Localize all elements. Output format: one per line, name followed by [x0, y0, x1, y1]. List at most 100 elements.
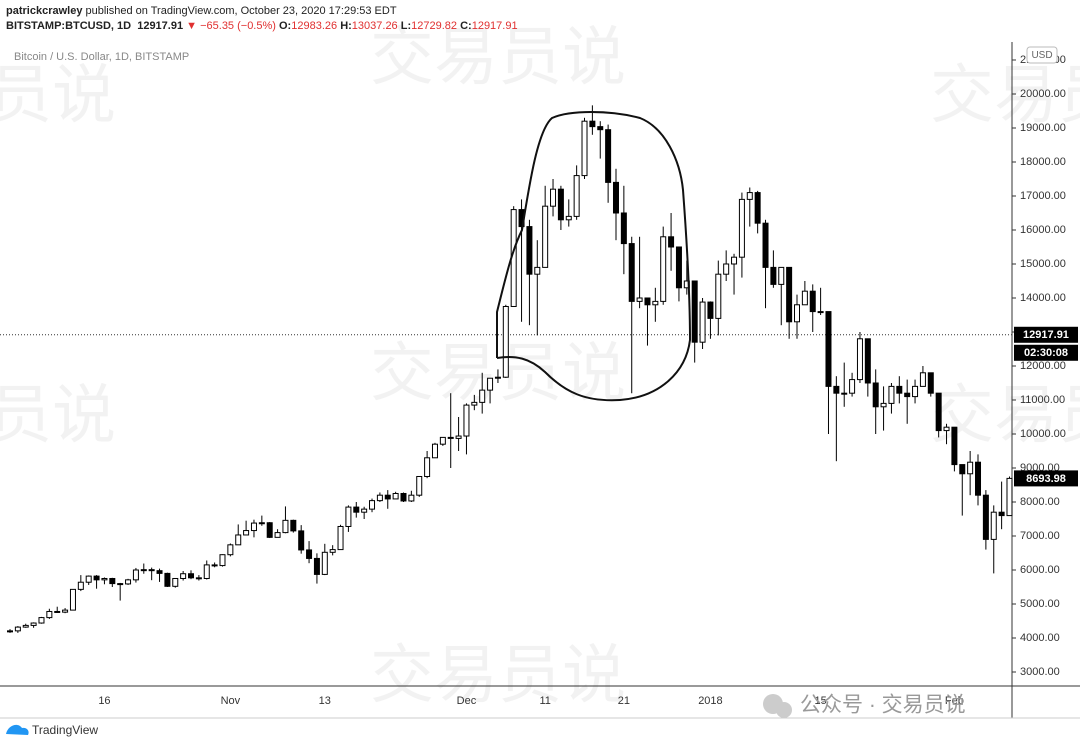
candle-body: [605, 129, 612, 183]
countdown-label-box: [1014, 344, 1078, 361]
candle-body: [856, 338, 863, 381]
candle-body: [290, 519, 297, 532]
candle-body: [439, 436, 446, 445]
candle-body: [455, 435, 462, 439]
y-tick-label: 5000.00: [1020, 598, 1060, 610]
y-tick-label: 4000.00: [1020, 632, 1060, 644]
candle-body: [990, 511, 997, 540]
candle-body: [502, 305, 509, 378]
x-tick-label: Nov: [221, 695, 241, 707]
candle-body: [597, 126, 604, 131]
candle-body: [235, 534, 242, 546]
y-tick-label: 14000.00: [1020, 292, 1066, 304]
candle-body: [479, 389, 486, 403]
candle-body: [660, 236, 667, 302]
candle-body: [872, 382, 879, 408]
candle-body: [636, 297, 643, 302]
y-tick-label: 19000.00: [1020, 122, 1066, 134]
candle-body: [7, 630, 13, 633]
header-line: patrickcrawley published on TradingView.…: [6, 4, 518, 19]
candle-body: [46, 610, 53, 619]
x-tick-label: 15: [814, 695, 826, 707]
candle-body: [408, 494, 415, 502]
candle-body: [581, 120, 588, 177]
candle-body: [935, 392, 942, 432]
candle-body: [93, 575, 100, 581]
wechat-icon: [776, 702, 792, 718]
ohlc-value: 12983.26: [291, 20, 338, 32]
candle-body: [715, 273, 722, 319]
currency-badge: USD: [1026, 46, 1058, 64]
candle-body: [998, 511, 1005, 517]
ohlc-label: H:: [340, 20, 352, 32]
candle-body: [337, 525, 344, 551]
candle-body: [109, 577, 116, 585]
candle-body: [180, 573, 187, 579]
candle-body: [250, 522, 257, 532]
last-close-label: 8693.98: [1026, 473, 1066, 485]
watermark: 交易员说: [0, 379, 116, 451]
candle-body: [825, 311, 832, 387]
candle-body: [849, 379, 856, 394]
candle-body: [738, 198, 745, 258]
candle-body: [62, 609, 69, 613]
candle-body: [864, 338, 871, 384]
candle-body: [943, 426, 950, 432]
x-tick-label: 21: [618, 695, 630, 707]
y-tick-label: 11000.00: [1020, 394, 1065, 406]
candle-body: [471, 401, 478, 406]
candle-body: [794, 304, 800, 323]
candle-body: [975, 461, 982, 496]
candle-body: [424, 457, 431, 477]
candle-body: [809, 290, 816, 313]
candle-body: [896, 385, 903, 394]
candle-body: [431, 443, 438, 459]
ohlc-value: 12917.91: [471, 20, 518, 32]
candle-body: [731, 256, 738, 265]
candle-body: [22, 624, 29, 628]
candle-body: [77, 581, 84, 590]
candle-body: [298, 530, 305, 551]
watermark: 交易员说: [370, 639, 626, 711]
candle-body: [762, 222, 769, 268]
candle-body: [675, 246, 682, 289]
candle-body: [494, 376, 501, 379]
published: published on TradingView.com, October 23…: [85, 5, 397, 17]
candle-body: [266, 522, 273, 538]
candle-body: [243, 530, 250, 536]
candle-body: [132, 569, 139, 581]
candle-body: [361, 508, 368, 513]
x-tick-label: 13: [319, 695, 331, 707]
candle-body: [526, 226, 533, 275]
candle-body: [117, 583, 124, 586]
candle-body: [447, 436, 454, 439]
candle-body: [770, 266, 777, 285]
candle-body: [967, 461, 974, 475]
y-tick-label: 6000.00: [1020, 564, 1060, 576]
candle-body: [282, 519, 289, 534]
x-tick-label: 16: [98, 695, 110, 707]
candle-body: [219, 554, 226, 567]
candle-body: [1006, 477, 1013, 517]
x-tick-label: Dec: [457, 695, 477, 707]
candle-body: [195, 577, 202, 580]
tradingview-logo: TradingView: [6, 723, 98, 737]
y-tick-label: 18000.00: [1020, 156, 1066, 168]
candle-body: [203, 564, 210, 579]
candle-body: [919, 372, 926, 387]
x-tick-label: Feb: [945, 695, 964, 707]
y-tick-label: 10000.00: [1020, 428, 1066, 440]
current-price-label: 12917.91: [1023, 329, 1069, 341]
candle-body: [801, 290, 808, 306]
candle-body: [628, 243, 635, 302]
candle-body: [85, 575, 92, 583]
y-tick-label: 17000.00: [1020, 190, 1066, 202]
last-price: 12917.91: [137, 20, 184, 32]
candle-body: [172, 577, 179, 587]
publisher: patrickcrawley: [6, 5, 83, 17]
logo-icon: [6, 724, 29, 735]
watermark: 交易员说: [370, 21, 626, 93]
candle-body: [668, 236, 675, 248]
wechat-logo: 公众号 · 交易员说: [763, 694, 966, 718]
